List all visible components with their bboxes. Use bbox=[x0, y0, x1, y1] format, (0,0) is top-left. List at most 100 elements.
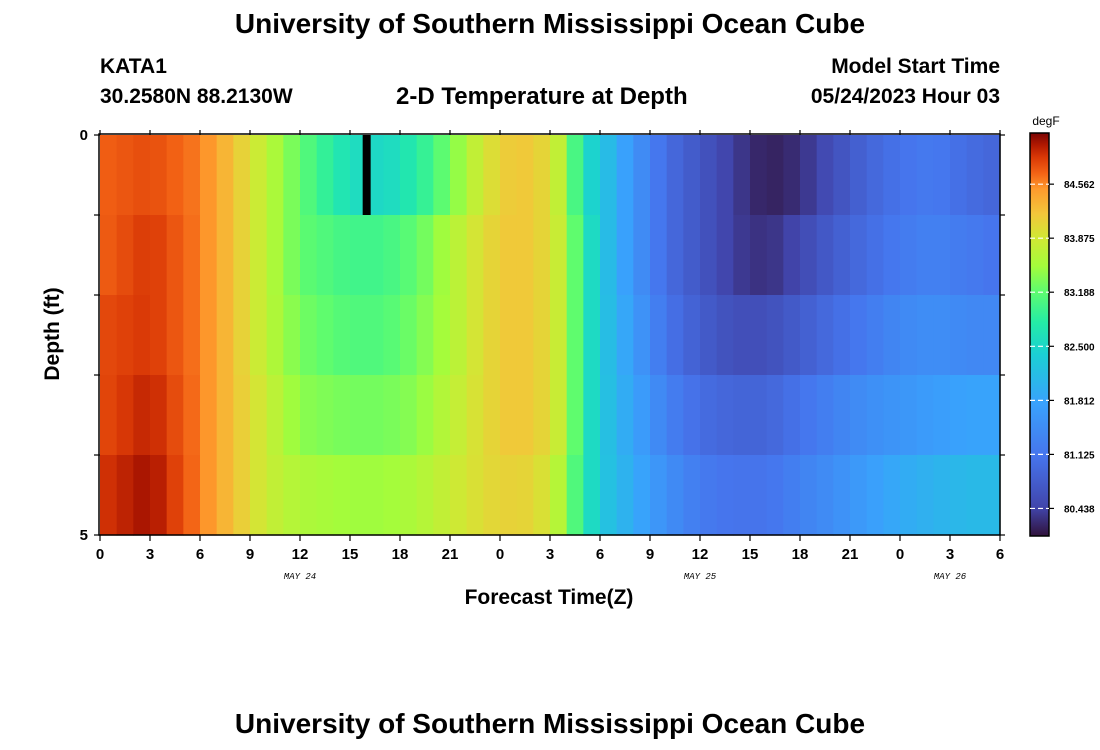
heatmap-cell bbox=[933, 455, 951, 536]
heatmap-cell bbox=[483, 455, 501, 536]
heatmap-cell bbox=[533, 375, 551, 456]
heatmap-cell bbox=[383, 135, 401, 216]
heatmap-cell bbox=[233, 375, 251, 456]
heatmap-cell bbox=[566, 455, 584, 536]
heatmap-cell bbox=[350, 455, 368, 536]
heatmap-cell bbox=[950, 375, 968, 456]
heatmap-cell bbox=[866, 455, 884, 536]
heatmap-cell bbox=[283, 215, 301, 296]
x-tick-label: 18 bbox=[392, 546, 409, 563]
heatmap-cell bbox=[550, 455, 568, 536]
heatmap-cell bbox=[766, 215, 784, 296]
heatmap-cell bbox=[433, 375, 451, 456]
heatmap-cell bbox=[483, 295, 501, 376]
heatmap-cell bbox=[366, 295, 384, 376]
heatmap-cell bbox=[100, 375, 118, 456]
heatmap-cell bbox=[833, 215, 851, 296]
heatmap-cell bbox=[783, 215, 801, 296]
heatmap-cell bbox=[616, 455, 634, 536]
heatmap-cell bbox=[650, 455, 668, 536]
heatmap-cell bbox=[833, 375, 851, 456]
heatmap-cell bbox=[133, 455, 151, 536]
heatmap-cell bbox=[200, 295, 218, 376]
heatmap-cell bbox=[233, 215, 251, 296]
heatmap-cell bbox=[900, 455, 918, 536]
heatmap-cell bbox=[716, 455, 734, 536]
heatmap-cell bbox=[316, 455, 334, 536]
heatmap-cell bbox=[800, 135, 818, 216]
heatmap-cell bbox=[750, 135, 768, 216]
heatmap-cell bbox=[683, 375, 701, 456]
date-label: MAY 24 bbox=[284, 572, 316, 582]
heatmap-cell bbox=[833, 295, 851, 376]
heatmap-cell bbox=[933, 215, 951, 296]
heatmap-cell bbox=[266, 295, 284, 376]
heatmap-cell bbox=[450, 135, 468, 216]
heatmap-cell bbox=[383, 375, 401, 456]
heatmap-cell bbox=[883, 375, 901, 456]
heatmap-cell bbox=[800, 455, 818, 536]
heatmap-cell bbox=[333, 375, 351, 456]
heatmap-cell bbox=[233, 135, 251, 216]
heatmap-cell bbox=[650, 135, 668, 216]
heatmap-cell bbox=[750, 455, 768, 536]
heatmap-cell bbox=[983, 295, 1001, 376]
heatmap-cell bbox=[483, 375, 501, 456]
heatmap-cell bbox=[966, 295, 984, 376]
heatmap-cell bbox=[916, 375, 934, 456]
heatmap-cell bbox=[716, 135, 734, 216]
heatmap-cell bbox=[983, 455, 1001, 536]
y-tick-label: 5 bbox=[80, 527, 88, 544]
heatmap-cell bbox=[816, 215, 834, 296]
heatmap-cell bbox=[216, 375, 234, 456]
x-tick-label: 0 bbox=[496, 546, 504, 563]
heatmap-cell bbox=[700, 295, 718, 376]
axis-ticks bbox=[94, 130, 1005, 541]
colorbar-tick-label: 80.438 bbox=[1064, 504, 1095, 515]
heatmap-cells bbox=[100, 135, 1001, 536]
x-tick-label: 0 bbox=[96, 546, 104, 563]
heatmap-cell bbox=[300, 295, 318, 376]
heatmap-cell bbox=[250, 455, 268, 536]
heatmap-cell bbox=[350, 375, 368, 456]
heatmap-cell bbox=[650, 215, 668, 296]
heatmap-cell bbox=[850, 375, 868, 456]
x-tick-label: 0 bbox=[896, 546, 904, 563]
heatmap-cell bbox=[633, 135, 651, 216]
heatmap-cell bbox=[883, 455, 901, 536]
x-tick-label: 15 bbox=[742, 546, 759, 563]
heatmap-cell bbox=[633, 215, 651, 296]
heatmap-cell bbox=[233, 455, 251, 536]
y-tick-label: 0 bbox=[80, 127, 88, 144]
heatmap-cell bbox=[600, 135, 618, 216]
heatmap-cell bbox=[266, 375, 284, 456]
heatmap-cell bbox=[266, 455, 284, 536]
heatmap-cell bbox=[100, 215, 118, 296]
heatmap-cell bbox=[200, 375, 218, 456]
heatmap-cell bbox=[966, 455, 984, 536]
heatmap-cell bbox=[283, 295, 301, 376]
heatmap-cell bbox=[333, 295, 351, 376]
date-label: MAY 25 bbox=[684, 572, 717, 582]
heatmap-cell bbox=[816, 375, 834, 456]
heatmap-cell bbox=[466, 375, 484, 456]
surface-anomaly-cell bbox=[362, 135, 371, 215]
heatmap-cell bbox=[366, 375, 384, 456]
colorbar-ticks: 84.562 83.875 83.188 82.500 81.812 81.125 80.4… bbox=[1030, 180, 1095, 515]
heatmap-cell bbox=[350, 215, 368, 296]
heatmap-cell bbox=[433, 455, 451, 536]
x-tick-labels: 0 3 6 9 12 15 18 21 0 3 6 9 12 15 18 21 0 3 6 bbox=[96, 546, 1004, 563]
heatmap-cell bbox=[800, 295, 818, 376]
heatmap-cell bbox=[666, 295, 684, 376]
heatmap-cell bbox=[666, 135, 684, 216]
heatmap-cell bbox=[433, 295, 451, 376]
heatmap-cell bbox=[133, 295, 151, 376]
heatmap-cell bbox=[900, 375, 918, 456]
heatmap-cell bbox=[583, 295, 601, 376]
colorbar-tick-label: 81.125 bbox=[1064, 450, 1095, 461]
heatmap-cell bbox=[950, 135, 968, 216]
heatmap-cell bbox=[850, 215, 868, 296]
heatmap-cell bbox=[166, 135, 184, 216]
heatmap-cell bbox=[616, 375, 634, 456]
heatmap-cell bbox=[900, 215, 918, 296]
